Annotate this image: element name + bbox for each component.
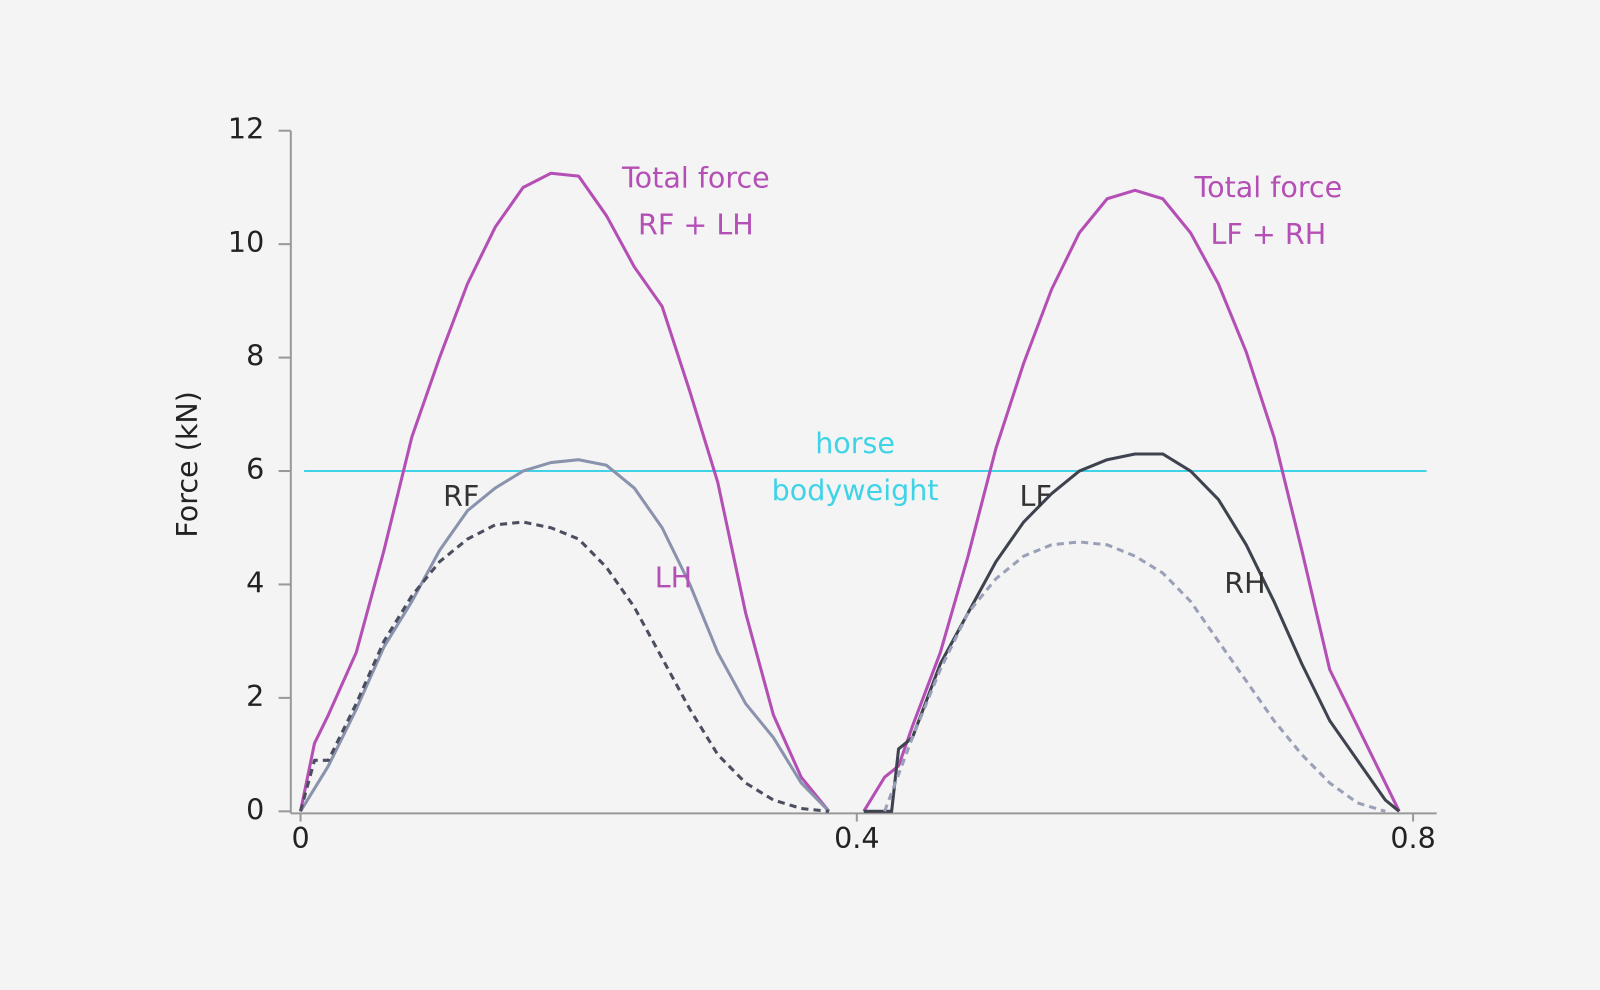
y-tick-label: 8 — [246, 339, 264, 373]
y-tick-label: 12 — [228, 112, 264, 146]
series-label: RH — [1224, 566, 1265, 600]
series-line — [299, 171, 831, 813]
reference-label: horse — [815, 426, 895, 460]
y-tick-label: 0 — [246, 792, 264, 826]
y-tick-label: 2 — [246, 679, 264, 713]
series-label: LH — [655, 561, 692, 595]
series-line — [299, 520, 830, 813]
y-tick-label: 10 — [228, 225, 264, 259]
annotation: RF + LH — [638, 208, 754, 242]
y-tick-label: 4 — [246, 565, 264, 599]
x-tick-label: 0.4 — [834, 821, 879, 855]
annotation: LF + RH — [1210, 217, 1326, 251]
series-line — [299, 458, 831, 813]
x-tick-label: 0 — [291, 821, 309, 855]
series-line — [863, 452, 1401, 813]
y-tick-label: 6 — [246, 452, 264, 486]
series-label: LF — [1020, 479, 1052, 513]
y-axis-label: Force (kN) — [170, 391, 204, 538]
series-line — [862, 188, 1401, 813]
series-label: RF — [443, 479, 479, 513]
reference-label: bodyweight — [772, 473, 939, 507]
annotation: Total force — [621, 161, 770, 195]
x-tick-label: 0.8 — [1390, 821, 1435, 855]
annotation: Total force — [1194, 170, 1343, 204]
